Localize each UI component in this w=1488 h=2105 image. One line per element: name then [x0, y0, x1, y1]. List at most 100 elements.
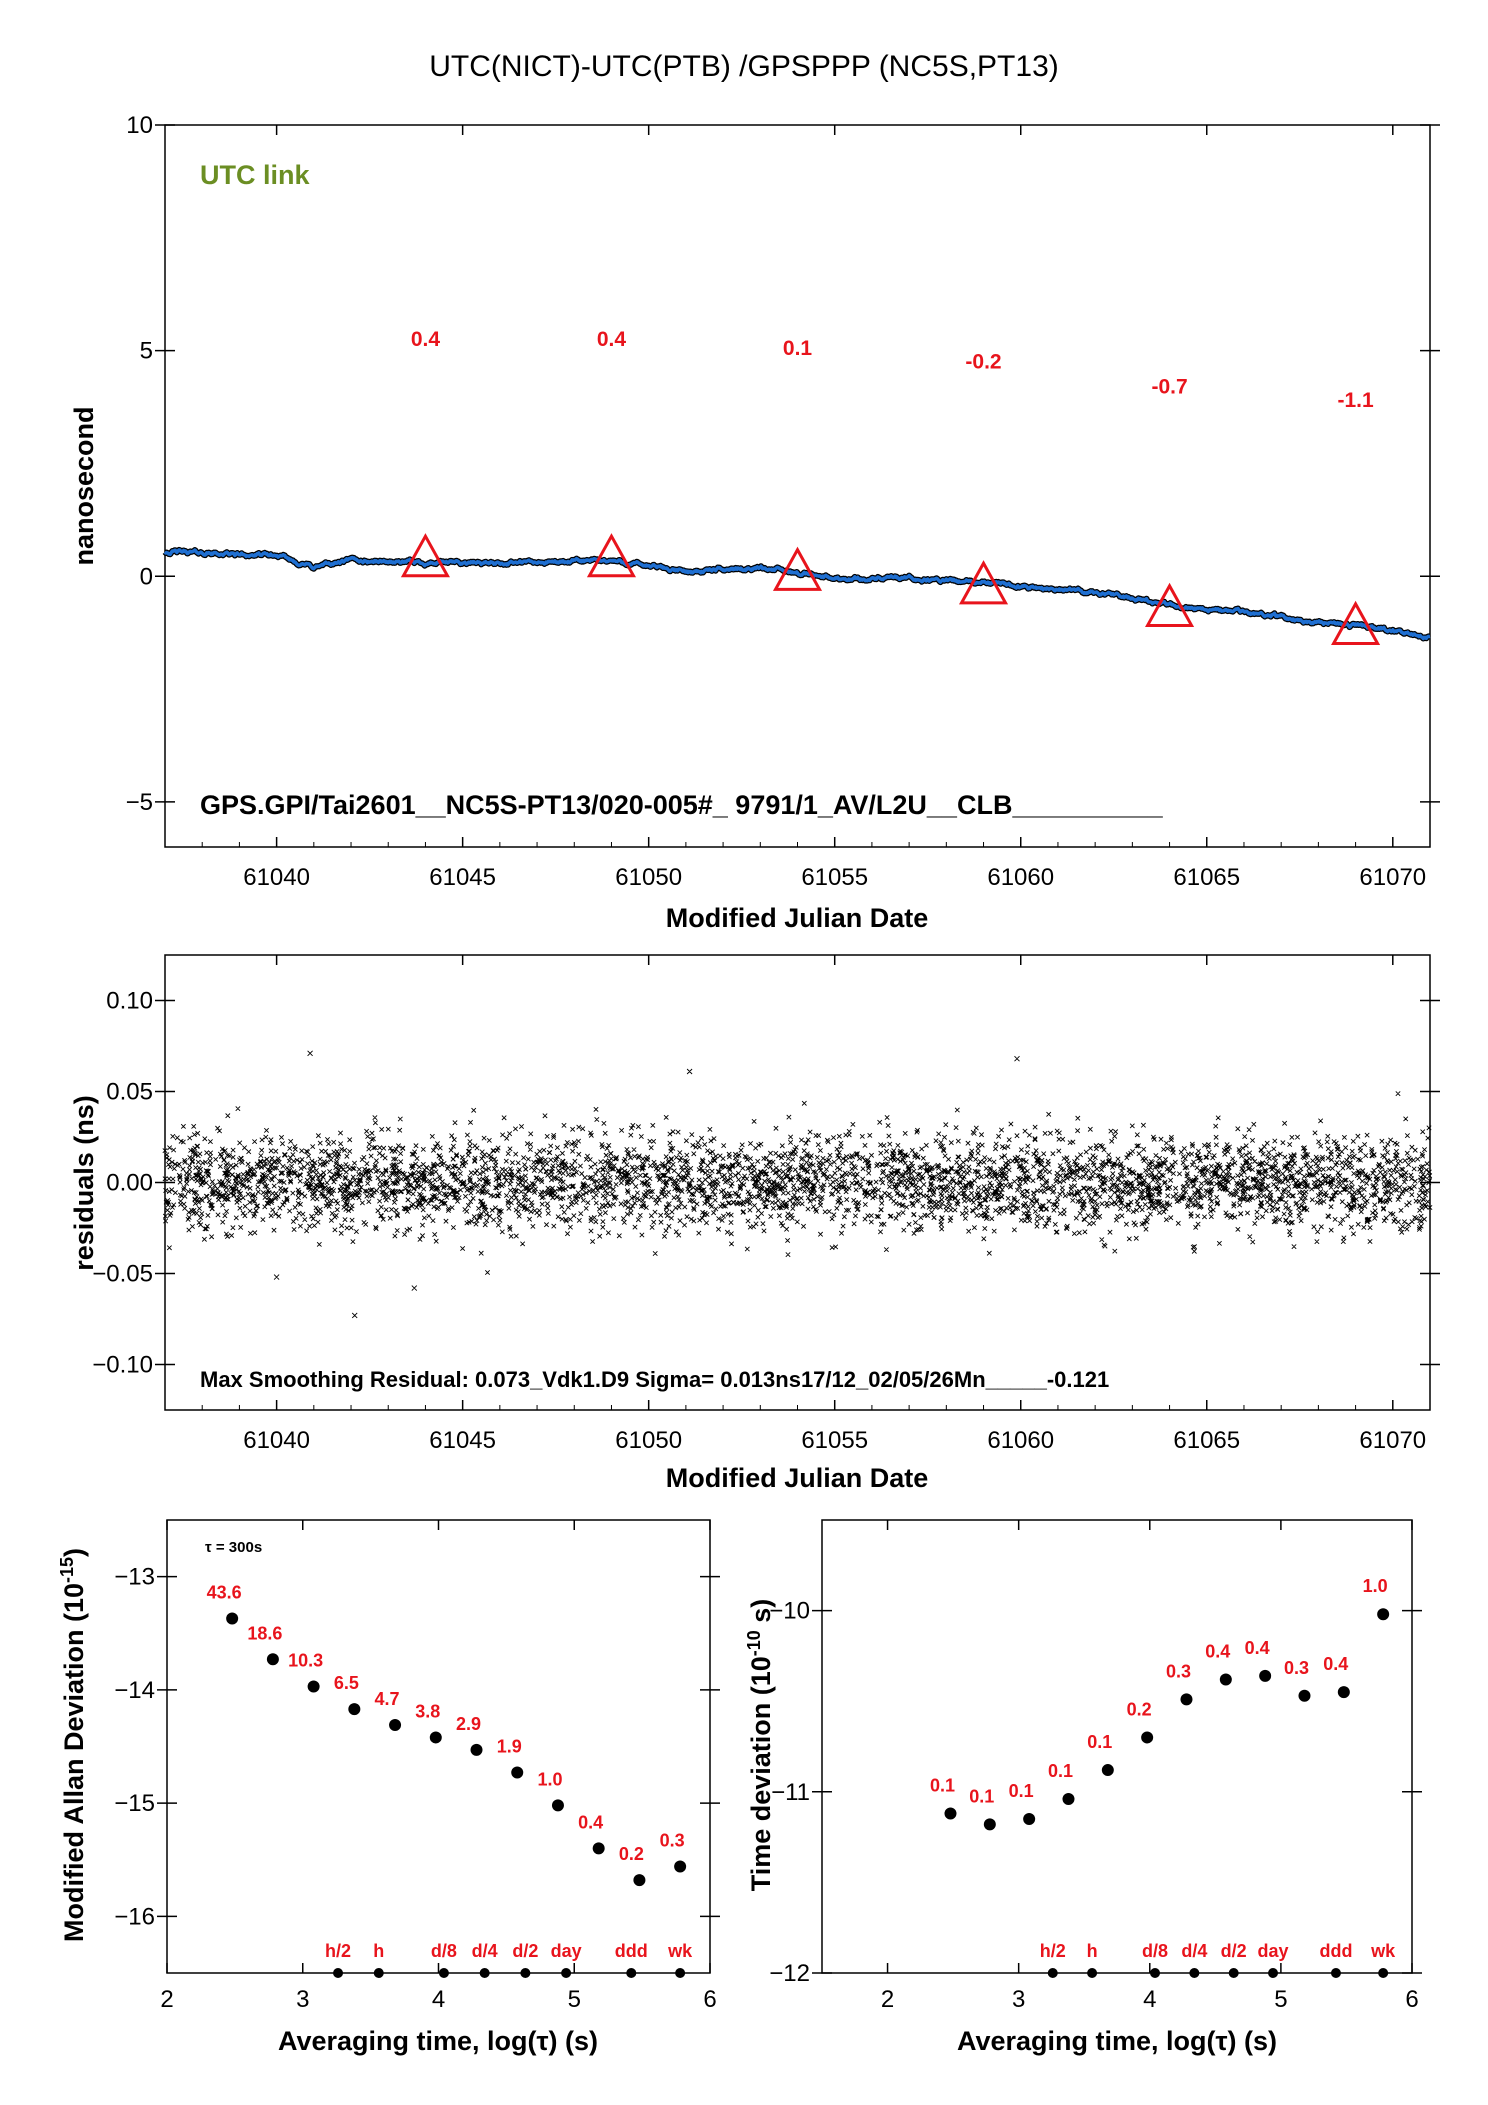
tdev-frame [821, 1519, 1413, 1974]
deviation-value-label: 0.4 [1205, 1641, 1230, 1661]
marker-value-label: 0.4 [411, 328, 441, 351]
time-marker-label: wk [667, 1941, 693, 1961]
x-tick-label: 6 [703, 1986, 716, 2013]
y-tick-label: 5 [140, 338, 153, 365]
x-tick-label: 4 [432, 1986, 445, 2013]
deviation-point [1377, 1608, 1390, 1621]
deviation-point [226, 1612, 239, 1625]
x-tick-label: 61050 [615, 864, 682, 891]
time-marker-dot [333, 1968, 344, 1978]
time-offset-ylabel: nanosecond [69, 406, 99, 565]
deviation-value-label: 0.1 [930, 1776, 955, 1796]
deviation-value-label: 1.0 [537, 1769, 562, 1789]
deviation-point [1259, 1669, 1272, 1682]
link-info-label: GPS.GPI/Tai2601__NC5S-PT13/020-005#_ 979… [200, 790, 1164, 820]
tdev-panel: 2 3 4 5 6−12−11−10 0.10.1 0.10.10.10.20.30.4 0… [744, 1519, 1422, 2056]
deviation-point [389, 1718, 402, 1731]
x-tick-label: 61065 [1173, 864, 1240, 891]
deviation-value-label: 0.4 [1245, 1638, 1270, 1658]
tdev-ylabel-main: Time deviation (10 [746, 1656, 776, 1891]
deviation-value-label: 0.3 [1166, 1661, 1191, 1681]
x-tick-label: 61070 [1359, 1427, 1426, 1454]
time-offset-markers: 0.4 0.4 0.1 -0.2 -0.7 -1.1 [400, 328, 1381, 645]
deviation-point [592, 1842, 605, 1855]
residuals-ticks: 61040 61045 61050 61055 61060 61065 61070 −0.10… [92, 955, 1440, 1454]
y-tick-label: −0.10 [92, 1352, 153, 1379]
time-marker-dot [1087, 1968, 1098, 1978]
offset-line [163, 548, 1432, 641]
x-tick-label: 4 [1143, 1986, 1156, 2013]
deviation-point [551, 1799, 564, 1812]
mdev-ticks: 2 3 4 5 6 −16 −15 −14 −13 [114, 1520, 720, 2013]
time-marker-label: h [373, 1941, 384, 1961]
x-tick-label: 61050 [615, 1427, 682, 1454]
y-tick-label: 0.05 [106, 1079, 153, 1106]
x-tick-label: 61060 [987, 1427, 1054, 1454]
residuals-xlabel: Modified Julian Date [666, 1463, 929, 1493]
deviation-value-label: 10.3 [288, 1650, 323, 1670]
y-tick-label: −13 [114, 1564, 155, 1591]
mdev-ylabel-main: Modified Allan Deviation (10 [59, 1583, 89, 1942]
time-offset-xlabel: Modified Julian Date [666, 903, 929, 933]
deviation-value-label: 1.9 [497, 1737, 522, 1757]
time-marker-dot [1330, 1968, 1341, 1978]
time-offset-series [162, 546, 1433, 642]
time-marker-dot [1268, 1968, 1279, 1978]
mdev-xlabel: Averaging time, log(τ) (s) [278, 2026, 598, 2056]
x-tick-label: 61045 [429, 1427, 496, 1454]
x-tick-label: 2 [881, 1986, 894, 2013]
x-tick-label: 61045 [429, 864, 496, 891]
mdev-panel: 2 3 4 5 6−16−15−14−13 43.618.610.36.54.73.82… [57, 1519, 720, 2056]
deviation-value-label: 0.1 [1048, 1761, 1073, 1781]
deviation-point [1023, 1812, 1036, 1825]
deviation-point [1141, 1731, 1154, 1744]
time-marker-dot [675, 1968, 686, 1978]
time-marker-dot [479, 1968, 490, 1978]
deviation-point [266, 1653, 279, 1666]
y-tick-label: 0.10 [106, 988, 153, 1015]
x-tick-label: 2 [160, 1986, 173, 2013]
mdev-ylabel-exponent: -15 [57, 1557, 77, 1583]
x-tick-label: 61040 [243, 864, 310, 891]
tdev-points: 0.1 0.1 0.1 0.1 0.1 0.2 0.3 0.4 0.4 0.3 0.4 1.0 h/2 h… [930, 1576, 1396, 1978]
deviation-point [633, 1874, 646, 1887]
deviation-value-label: 0.1 [1087, 1732, 1112, 1752]
time-marker-label: h/2 [1040, 1941, 1066, 1961]
deviation-value-label: 2.9 [456, 1714, 481, 1734]
deviation-value-label: 43.6 [207, 1583, 242, 1603]
marker-value-label: 0.1 [783, 337, 813, 360]
residual-info-label: Max Smoothing Residual: 0.073_Vdk1.D9 Si… [200, 1367, 1109, 1392]
time-marker-label: d/4 [1181, 1941, 1207, 1961]
residuals-scatter [162, 1050, 1433, 1319]
residual-points [162, 1050, 1433, 1319]
time-marker-label: day [1258, 1941, 1289, 1961]
x-tick-label: 6 [1405, 1986, 1418, 2013]
time-marker-label: d/8 [1142, 1941, 1168, 1961]
deviation-point [983, 1818, 996, 1831]
triangle-marker [586, 533, 637, 578]
time-marker-label: d/2 [1221, 1941, 1247, 1961]
time-marker-dot [1378, 1968, 1389, 1978]
tdev-ylabel-exponent: -10 [744, 1630, 764, 1656]
y-tick-label: 10 [126, 112, 153, 139]
marker-value-label: -0.2 [965, 351, 1001, 374]
deviation-point [429, 1731, 442, 1744]
mdev-points: 43.618.6 10.3 6.5 4.7 3.8 2.9 1.9 1.0 0.4 0.2 0.3 h… [207, 1583, 693, 1978]
deviation-point [348, 1703, 361, 1716]
offset-line-outline [162, 546, 1433, 642]
deviation-point [1101, 1764, 1114, 1777]
x-tick-label: 61070 [1359, 864, 1426, 891]
utc-link-label: UTC link [200, 160, 310, 190]
deviation-point [511, 1766, 524, 1779]
time-marker-dot [1189, 1968, 1200, 1978]
time-marker-label: day [551, 1941, 582, 1961]
y-tick-label: −0.05 [92, 1261, 153, 1288]
mdev-ylabel: Modified Allan Deviation (10-15) [57, 1548, 89, 1942]
time-marker-label: ddd [615, 1941, 648, 1961]
time-marker-dot [520, 1968, 531, 1978]
marker-value-label: -0.7 [1151, 375, 1187, 398]
deviation-point [307, 1680, 320, 1693]
deviation-point [1062, 1793, 1075, 1806]
deviation-point [1337, 1686, 1350, 1699]
